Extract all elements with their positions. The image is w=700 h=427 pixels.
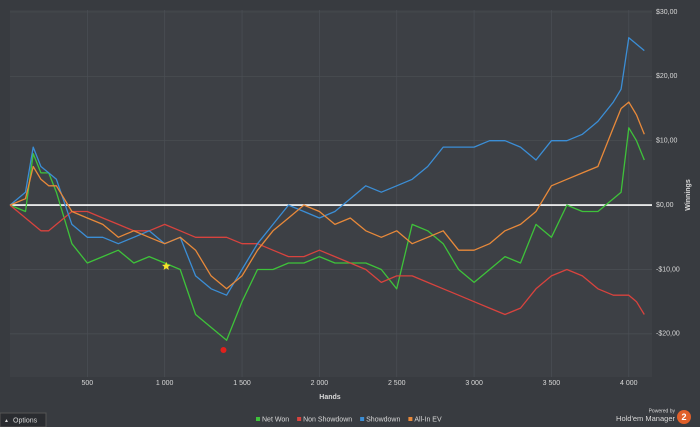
x-tick-label: 3 000 [465, 380, 483, 387]
y-tick-label: $0,00 [656, 202, 674, 209]
options-label: Options [13, 417, 38, 424]
x-tick-label: 1 000 [156, 380, 174, 387]
y-tick-label: -$10,00 [656, 266, 680, 273]
series-line [9, 37, 645, 296]
series-line [9, 127, 645, 341]
marker-dot [220, 346, 227, 353]
plot-area [10, 10, 652, 377]
x-tick-label: 500 [82, 380, 94, 387]
legend-label: Showdown [366, 416, 400, 423]
legend-swatch [256, 417, 260, 421]
legend-swatch [408, 417, 413, 421]
legend-label: Non Showdown [303, 416, 352, 423]
options-button[interactable] [0, 412, 47, 427]
y-tick-label: $30,00 [656, 9, 678, 16]
powered-by: Powered by [649, 408, 676, 414]
options-icon: ▲ [4, 418, 9, 424]
y-tick-label: $20,00 [656, 73, 678, 80]
x-tick-label: 2 000 [311, 380, 329, 387]
y-axis-label: Winnings [685, 179, 692, 211]
legend-label: All-In EV [414, 416, 442, 423]
x-tick-label: 3 500 [543, 380, 561, 387]
series-line [9, 204, 645, 316]
legend-swatch [297, 417, 302, 421]
x-axis-label: Hands [319, 394, 341, 401]
marker-star [162, 261, 171, 270]
x-tick-label: 4 000 [620, 380, 638, 387]
series-line [9, 101, 645, 290]
brand: Hold'em Manager [616, 414, 675, 423]
brand-number: 2 [681, 412, 686, 422]
y-tick-label: $10,00 [656, 138, 678, 145]
x-tick-label: 1 500 [233, 380, 251, 387]
y-tick-label: -$20,00 [656, 331, 680, 338]
legend-swatch [360, 417, 365, 421]
legend-label: Net Won [262, 416, 289, 423]
brand-badge [677, 410, 691, 424]
x-tick-label: 2 500 [388, 380, 406, 387]
